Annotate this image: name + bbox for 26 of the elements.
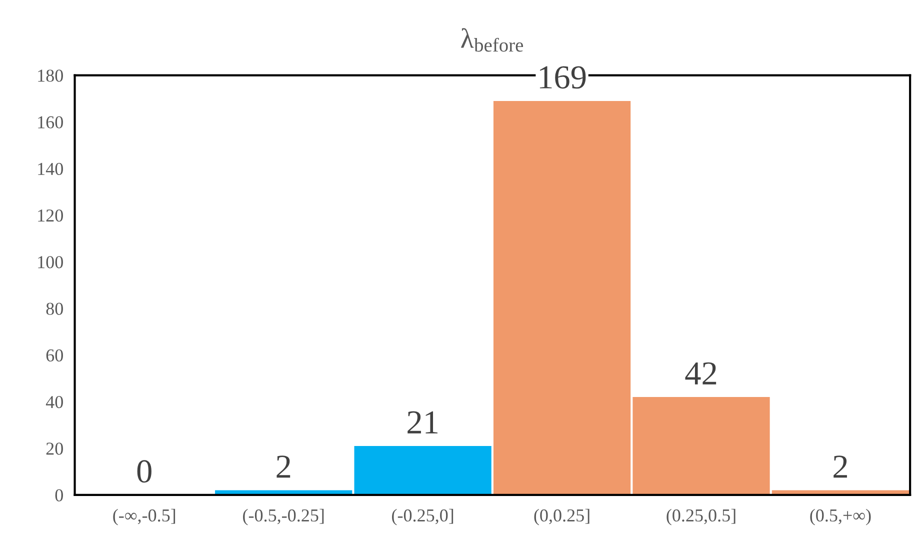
- x-tick-label: (-∞,-0.5]: [113, 508, 176, 526]
- y-tick-label: 120: [38, 209, 63, 222]
- data-label: 42: [685, 362, 716, 384]
- data-label: 169: [540, 66, 586, 89]
- data-label: 21: [408, 411, 438, 434]
- y-tick-label: 60: [46, 349, 63, 362]
- x-tick-label: (-0.5,-0.25]: [243, 508, 324, 526]
- y-tick-label: 0: [55, 489, 63, 502]
- y-tick-label: 40: [46, 396, 63, 408]
- y-tick-label: 80: [46, 302, 63, 315]
- data-label: 0: [137, 460, 152, 483]
- data-label: 2: [276, 456, 290, 478]
- x-tick-label: (-0.25,0]: [392, 508, 454, 526]
- y-tick-label: 180: [38, 70, 63, 82]
- bar: [354, 446, 492, 495]
- y-tick-label: 20: [46, 442, 63, 455]
- chart-title: λ$_{before}$: [461, 28, 524, 52]
- bar: [632, 397, 770, 495]
- y-tick-label: 140: [38, 162, 63, 176]
- y-tick-label: 160: [38, 116, 63, 128]
- bar: [493, 100, 631, 495]
- x-tick-label: (0.5,+∞): [810, 508, 871, 526]
- y-tick-label: 100: [38, 256, 63, 268]
- x-tick-label: (0.25,0.5]: [666, 508, 736, 526]
- data-label: 2: [834, 456, 847, 478]
- x-tick-label: (0,0.25]: [534, 508, 590, 526]
